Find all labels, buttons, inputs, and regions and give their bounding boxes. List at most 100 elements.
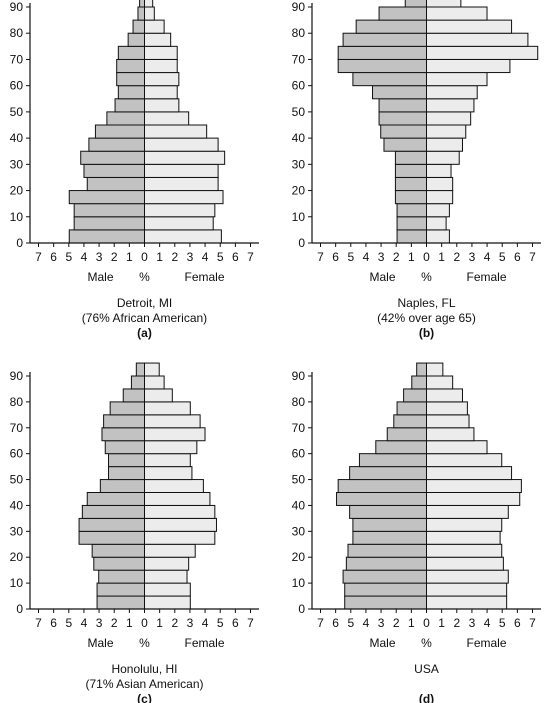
y-tick-label: 70 bbox=[292, 52, 306, 66]
y-tick-label: 70 bbox=[10, 52, 24, 66]
y-tick-label: 20 bbox=[10, 550, 24, 564]
female-bar bbox=[426, 427, 475, 442]
female-bar bbox=[426, 401, 468, 416]
y-tick-label: 90 bbox=[292, 0, 306, 14]
y-tick-label: 10 bbox=[292, 576, 306, 590]
female-bar bbox=[426, 388, 463, 403]
x-tick-label: 1 bbox=[156, 250, 163, 264]
y-tick-label: 70 bbox=[292, 421, 306, 435]
x-tick-label: 0 bbox=[141, 250, 148, 264]
y-tick-label: 50 bbox=[292, 473, 306, 487]
x-tick-label: 4 bbox=[202, 250, 209, 264]
x-tick-label: 4 bbox=[202, 616, 209, 630]
female-bar bbox=[426, 543, 503, 558]
panel-caption: Detroit, MI bbox=[117, 296, 172, 310]
panel-caption: USA bbox=[414, 662, 439, 676]
x-tick-label: 1 bbox=[156, 616, 163, 630]
x-tick-label: 3 bbox=[96, 616, 103, 630]
female-bar bbox=[426, 414, 470, 429]
x-tick-label: 6 bbox=[332, 250, 339, 264]
male-bar bbox=[344, 595, 428, 610]
female-bar bbox=[426, 517, 503, 532]
y-tick-label: 30 bbox=[10, 157, 24, 171]
female-bar bbox=[144, 362, 160, 377]
y-tick-label: 40 bbox=[10, 498, 24, 512]
female-axis-label: Female bbox=[466, 270, 506, 284]
x-tick-label: 7 bbox=[529, 250, 536, 264]
male-bar bbox=[344, 582, 428, 597]
x-tick-label: 0 bbox=[423, 616, 430, 630]
female-bar bbox=[426, 0, 462, 8]
male-bar bbox=[336, 492, 427, 506]
y-tick-label: 80 bbox=[292, 26, 306, 40]
x-tick-label: 1 bbox=[126, 616, 133, 630]
y-tick-label: 60 bbox=[10, 447, 24, 461]
male-bar bbox=[411, 375, 427, 390]
x-tick-label: 4 bbox=[81, 250, 88, 264]
male-bar bbox=[393, 414, 427, 429]
y-tick-label: 50 bbox=[10, 473, 24, 487]
x-tick-label: 2 bbox=[111, 616, 118, 630]
y-tick-label: 0 bbox=[16, 602, 23, 616]
male-bar bbox=[375, 440, 427, 455]
y-tick-label: 60 bbox=[292, 79, 306, 93]
y-tick-label: 0 bbox=[16, 236, 23, 250]
panel-caption: (71% Asian American) bbox=[85, 677, 203, 691]
y-tick-label: 30 bbox=[10, 524, 24, 538]
panel-caption: Naples, FL bbox=[397, 296, 455, 310]
x-tick-label: 6 bbox=[514, 616, 521, 630]
y-tick-label: 60 bbox=[292, 447, 306, 461]
x-tick-label: 7 bbox=[35, 250, 42, 264]
y-tick-label: 50 bbox=[10, 105, 24, 119]
y-tick-label: 90 bbox=[10, 0, 24, 14]
x-tick-label: 3 bbox=[469, 250, 476, 264]
panel-label: (d) bbox=[419, 692, 434, 703]
y-tick-label: 20 bbox=[292, 184, 306, 198]
y-tick-label: 40 bbox=[10, 131, 24, 145]
y-tick-label: 10 bbox=[292, 210, 306, 224]
percent-axis-label: % bbox=[139, 636, 150, 650]
x-tick-label: 1 bbox=[126, 250, 133, 264]
y-tick-label: 20 bbox=[292, 550, 306, 564]
x-tick-label: 7 bbox=[35, 616, 42, 630]
male-bar bbox=[349, 466, 427, 481]
x-tick-label: 2 bbox=[393, 250, 400, 264]
male-bar bbox=[403, 388, 428, 403]
y-tick-label: 50 bbox=[292, 105, 306, 119]
male-bar bbox=[352, 517, 427, 532]
x-tick-label: 6 bbox=[332, 616, 339, 630]
x-tick-label: 6 bbox=[514, 250, 521, 264]
x-tick-label: 3 bbox=[96, 250, 103, 264]
x-tick-label: 3 bbox=[378, 616, 385, 630]
x-tick-label: 5 bbox=[347, 616, 354, 630]
male-bar bbox=[342, 569, 428, 584]
x-tick-label: 6 bbox=[50, 616, 57, 630]
female-bar bbox=[426, 582, 508, 597]
male-axis-label: Male bbox=[369, 636, 395, 650]
female-bar bbox=[426, 595, 508, 610]
x-tick-label: 6 bbox=[50, 250, 57, 264]
x-tick-label: 7 bbox=[247, 250, 254, 264]
female-axis-label: Female bbox=[466, 636, 506, 650]
x-tick-label: 4 bbox=[363, 616, 370, 630]
x-tick-label: 2 bbox=[111, 250, 118, 264]
x-tick-label: 7 bbox=[317, 250, 324, 264]
female-bar bbox=[426, 504, 509, 519]
y-tick-label: 30 bbox=[292, 157, 306, 171]
female-bar bbox=[426, 492, 521, 506]
x-tick-label: 1 bbox=[408, 616, 415, 630]
x-tick-label: 5 bbox=[499, 250, 506, 264]
percent-axis-label: % bbox=[421, 270, 432, 284]
male-axis-label: Male bbox=[87, 270, 113, 284]
x-tick-label: 4 bbox=[484, 616, 491, 630]
female-bar bbox=[426, 556, 504, 571]
x-tick-label: 2 bbox=[171, 250, 178, 264]
x-tick-label: 2 bbox=[453, 616, 460, 630]
y-tick-label: 20 bbox=[10, 184, 24, 198]
x-tick-label: 5 bbox=[347, 250, 354, 264]
male-bar bbox=[337, 479, 427, 493]
male-axis-label: Male bbox=[87, 636, 113, 650]
female-bar bbox=[426, 530, 501, 545]
